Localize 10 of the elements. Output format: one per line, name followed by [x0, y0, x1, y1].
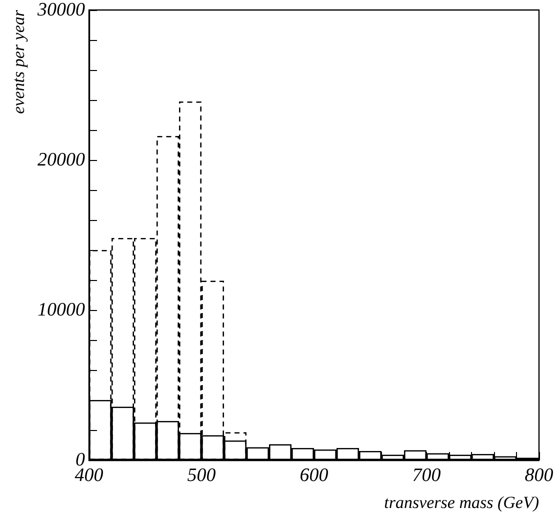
x-tick-label: 700	[412, 465, 442, 486]
y-tick-label: 10000	[38, 300, 86, 320]
y-axis-title: events per year	[9, 10, 28, 114]
x-tick-label: 400	[74, 465, 104, 486]
x-tick-label: 500	[187, 465, 216, 486]
x-tick-label: 600	[300, 465, 329, 486]
y-tick-label: 20000	[38, 150, 86, 170]
x-axis-title: transverse mass (GeV)	[384, 493, 540, 512]
y-tick-label: 30000	[36, 0, 86, 20]
x-tick-label: 800	[524, 465, 554, 486]
